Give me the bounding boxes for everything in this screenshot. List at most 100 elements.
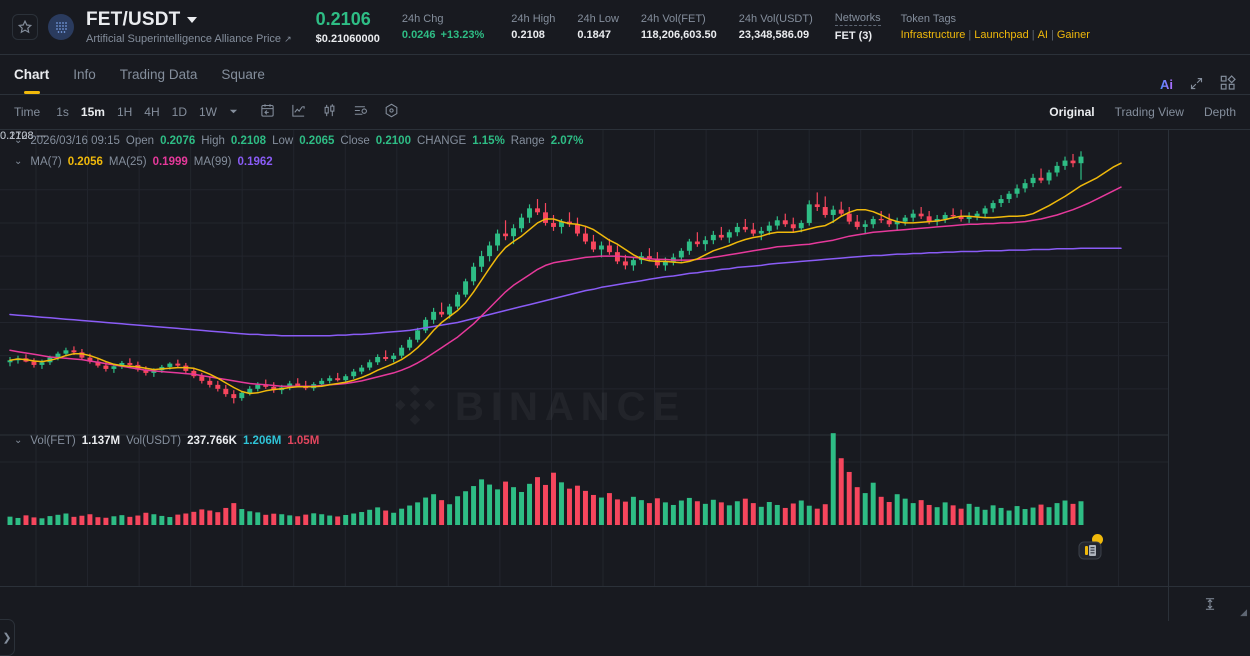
tab-trading-data[interactable]: Trading Data xyxy=(119,67,198,82)
candle-icon[interactable] xyxy=(322,103,337,121)
pair-block[interactable]: FET/USDT Artificial Superintelligence Al… xyxy=(86,9,292,45)
stat-label: 24h Vol(USDT) xyxy=(738,13,813,25)
interval-1h[interactable]: 1H xyxy=(116,105,133,119)
external-link-icon: ↗ xyxy=(284,34,292,44)
view-original[interactable]: Original xyxy=(1049,105,1095,119)
view-depth[interactable]: Depth xyxy=(1203,105,1236,119)
tag-separator: | xyxy=(1031,29,1035,41)
pair-name: FET/USDT xyxy=(86,9,181,30)
vol-fet-label: Vol(FET) xyxy=(30,434,76,447)
stat-label: 24h High xyxy=(511,13,556,25)
time-label: Time xyxy=(14,105,41,119)
tab-chart[interactable]: Chart xyxy=(14,55,49,94)
pair-dropdown-caret-icon[interactable] xyxy=(186,17,197,23)
chevron-down-icon[interactable]: ⌄ xyxy=(14,435,23,446)
ma-legend-row[interactable]: ⌄ MA(7) 0.2056 MA(25) 0.1999 MA(99) 0.19… xyxy=(14,151,583,172)
ohlc-close-value: 0.2100 xyxy=(375,134,411,147)
volume-legend-row[interactable]: ⌄ Vol(FET) 1.137M Vol(USDT) 237.766K 1.2… xyxy=(14,430,319,451)
ma99-value: 0.1962 xyxy=(237,155,273,168)
alert-dot-icon[interactable] xyxy=(1092,534,1103,545)
tab-info[interactable]: Info xyxy=(73,67,96,82)
vol-usdt-value: 237.766K xyxy=(187,434,237,447)
stat-value: 0.1847 xyxy=(577,29,611,41)
interval-1s[interactable]: 1s xyxy=(56,105,69,119)
stat-label: 24h Vol(FET) xyxy=(640,13,706,25)
interval-15m[interactable]: 15m xyxy=(80,105,105,119)
chevron-down-icon[interactable]: ⌄ xyxy=(14,135,23,146)
ai-icon[interactable]: Ai xyxy=(1160,77,1173,92)
period-high-marker: 0.2108 — xyxy=(0,130,48,142)
view-trading-view[interactable]: Trading View xyxy=(1114,105,1184,119)
settings-target-icon[interactable] xyxy=(384,103,399,121)
stat-value: 23,348,586.09 xyxy=(738,29,810,41)
vol-usdt-label: Vol(USDT) xyxy=(126,434,182,447)
ohlc-open-value: 0.2076 xyxy=(160,134,196,147)
networks-value: FET (3) xyxy=(834,30,873,42)
last-price-block: 0.2106 $0.21060000 xyxy=(316,9,380,45)
stat-24h-low: 24h Low 0.1847 xyxy=(577,13,619,41)
chevron-down-icon[interactable] xyxy=(223,103,244,121)
period-low-marker: 0.1728 — xyxy=(0,130,48,142)
vol-ma1-value: 1.206M xyxy=(242,434,282,447)
last-price-usd: $0.21060000 xyxy=(315,32,380,45)
layout-grid-icon[interactable] xyxy=(1220,75,1236,94)
tag-separator: | xyxy=(968,29,972,41)
interval-4h[interactable]: 4H xyxy=(144,105,160,119)
ohlc-range-label: Range xyxy=(510,134,545,147)
scale-lock-icon[interactable] xyxy=(1168,587,1250,621)
resize-corner-icon[interactable]: ◢ xyxy=(1240,607,1247,617)
stat-value: 0.2108 xyxy=(511,29,545,41)
networks-block[interactable]: Networks FET (3) xyxy=(834,12,881,42)
token-tag-ai[interactable]: AI xyxy=(1037,29,1048,41)
candlestick-plot[interactable] xyxy=(0,130,1250,586)
ohlc-open-label: Open xyxy=(125,134,155,147)
interval-1w[interactable]: 1W xyxy=(198,105,217,119)
period-high-value: 0.2108 xyxy=(0,130,34,142)
stat-label: 24h Chg xyxy=(401,13,444,25)
stat-24h-chg: 24h Chg 0.0246 +13.23% xyxy=(402,13,489,41)
tab-square[interactable]: Square xyxy=(221,67,265,82)
market-header: FET/USDT Artificial Superintelligence Al… xyxy=(0,0,1250,55)
interval-controls: Time 1s 15m 1H 4H 1D 1W xyxy=(14,103,399,121)
stat-value: 0.0246 +13.23% xyxy=(402,29,489,41)
coin-logo-icon xyxy=(48,14,74,40)
chg-pct: +13.23% xyxy=(440,29,485,41)
period-low-value: 0.1728 xyxy=(0,130,34,142)
indicators-icon[interactable] xyxy=(353,103,368,121)
pair-subtitle[interactable]: Artificial Superintelligence Alliance Pr… xyxy=(86,33,292,45)
price-axis[interactable] xyxy=(1168,130,1250,586)
token-tag-gainer[interactable]: Gainer xyxy=(1056,29,1090,41)
ohlc-low-label: Low xyxy=(272,134,294,147)
ma7-value: 0.2056 xyxy=(67,155,103,168)
ma25-value: 0.1999 xyxy=(152,155,188,168)
marker-dash: — xyxy=(36,130,48,142)
expand-icon[interactable] xyxy=(1189,76,1204,94)
calendar-icon[interactable] xyxy=(260,103,275,121)
chg-abs: 0.0246 xyxy=(401,29,436,41)
stat-24h-vol-usdt: 24h Vol(USDT) 23,348,586.09 xyxy=(739,13,813,41)
interval-1d[interactable]: 1D xyxy=(171,105,187,119)
tabbar-icons: Ai xyxy=(1160,75,1236,94)
chart-type-icon[interactable] xyxy=(291,103,306,121)
chart-toolbar: Time 1s 15m 1H 4H 1D 1W xyxy=(0,95,1250,130)
drawing-tools-handle[interactable]: ❯ xyxy=(0,619,15,656)
chart-area[interactable]: BINANCE ⌄ 2026/03/16 09:15 Open 0.2076 H… xyxy=(0,130,1250,656)
token-tag-launchpad[interactable]: Launchpad xyxy=(974,29,1029,41)
ohlc-high-value: 0.2108 xyxy=(230,134,267,147)
favorite-star-icon[interactable] xyxy=(12,14,38,40)
networks-label: Networks xyxy=(834,12,881,26)
ohlc-close-label: Close xyxy=(340,134,370,147)
ohlc-range-value: 2.07% xyxy=(550,134,584,147)
chevron-right-icon: ❯ xyxy=(2,632,12,644)
stat-label: 24h Low xyxy=(577,13,619,25)
time-axis[interactable]: ◢ xyxy=(0,586,1250,621)
token-tag-infrastructure[interactable]: Infrastructure xyxy=(900,29,966,41)
ohlc-legend-row[interactable]: ⌄ 2026/03/16 09:15 Open 0.2076 High 0.21… xyxy=(14,130,583,151)
news-marker-icon[interactable] xyxy=(1078,540,1102,563)
vol-ma2-value: 1.05M xyxy=(287,434,320,447)
vol-fet-value: 1.137M xyxy=(81,434,121,447)
volume-legend: ⌄ Vol(FET) 1.137M Vol(USDT) 237.766K 1.2… xyxy=(14,430,319,451)
chevron-down-icon[interactable]: ⌄ xyxy=(14,156,23,167)
pair-subtitle-text: Artificial Superintelligence Alliance Pr… xyxy=(86,33,282,45)
binance-watermark-icon xyxy=(395,385,435,425)
